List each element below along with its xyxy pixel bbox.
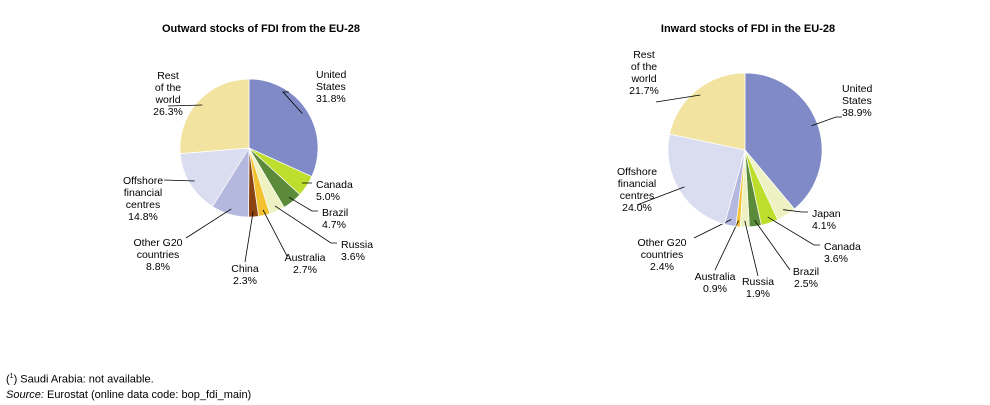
slice-label-name: world [154, 94, 180, 106]
leader-line [274, 205, 337, 244]
slice-label: Rest of the world 21.7% [629, 49, 659, 97]
slice-label-name: Rest [633, 49, 655, 61]
slice-label-value: 3.6% [341, 251, 365, 263]
slice-label: Offshore financial centres 14.8% [123, 175, 163, 223]
slice-label-name: countries [641, 249, 684, 261]
pie-inward: United States 38.9%Japan 4.1%Canada 3.6%Braz… [617, 49, 873, 300]
slice-label-value: 21.7% [629, 85, 659, 97]
slice-label-name: States [316, 81, 346, 93]
slice-label-value: 38.9% [842, 107, 872, 119]
chart-title-inward: Inward stocks of FDI in the EU-28 [661, 23, 835, 35]
pie-slice [179, 78, 250, 155]
slice-label-name: Canada [824, 241, 861, 253]
slice-label-name: United [842, 83, 873, 95]
slice-label-name: Australia [285, 252, 326, 264]
slice-label-value: 14.8% [128, 211, 158, 223]
source-text: Eurostat (online data code: bop_fdi_main… [43, 389, 252, 401]
slice-label: Canada 5.0% [316, 179, 353, 203]
slice-label-name: financial [618, 178, 657, 190]
slice-label-name: China [231, 263, 259, 275]
leader-line [282, 91, 303, 114]
slice-label-value: 2.7% [293, 264, 317, 276]
slice-label-value: 31.8% [316, 93, 346, 105]
leader-line [693, 219, 732, 239]
leader-line [754, 219, 791, 271]
slice-label: Russia 3.6% [341, 239, 373, 263]
slice-label: China 2.3% [231, 263, 259, 287]
leader-line [744, 220, 759, 277]
footnote-note: (1) Saudi Arabia: not available. [6, 373, 154, 386]
slice-label-name: Brazil [793, 266, 819, 278]
slice-label-value: 26.3% [153, 106, 183, 118]
leader-line [811, 116, 842, 127]
leader-line [783, 209, 808, 213]
slice-label-name: of the [155, 82, 181, 94]
slice-label-name: Offshore [617, 166, 657, 178]
slice-label-value: 1.9% [746, 288, 770, 300]
leader-line [767, 216, 820, 246]
leader-line [714, 220, 739, 271]
slice-label: Australia 0.9% [695, 271, 736, 295]
slice-label-name: Australia [695, 271, 736, 283]
slice-label-value: 4.7% [322, 219, 346, 231]
slice-label-value: 2.5% [794, 278, 818, 290]
slice-label-name: Canada [316, 179, 353, 191]
slice-label-name: countries [137, 249, 180, 261]
slice-label: Canada 3.6% [824, 241, 861, 265]
pie-slice [248, 78, 319, 178]
slice-label: United States 38.9% [842, 83, 873, 119]
slice-label-name: Offshore [123, 175, 163, 187]
pie-slice [179, 147, 250, 207]
slice-label-name: centres [620, 190, 654, 202]
slice-label-value: 8.8% [146, 261, 170, 273]
slice-label-name: Rest [157, 70, 179, 82]
slice-label-value: 4.1% [812, 220, 836, 232]
slice-label-name: centres [126, 199, 160, 211]
footnote-source: Source: Eurostat (online data code: bop_… [6, 389, 251, 401]
slice-label-name: Brazil [322, 207, 348, 219]
slice-label-value: 2.4% [650, 261, 674, 273]
footnote-note-text: Saudi Arabia: not available. [17, 373, 154, 386]
leader-line [163, 179, 195, 182]
slice-label: United States 31.8% [316, 69, 347, 105]
footnote-marker: 1 [9, 373, 14, 380]
slice-label-value: 5.0% [316, 191, 340, 203]
slice-label-name: Other G20 [133, 237, 182, 249]
slice-label-name: States [842, 95, 872, 107]
slice-label-value: 24.0% [622, 202, 652, 214]
slice-label: Brazil 2.5% [793, 266, 819, 290]
slice-label: Australia 2.7% [285, 252, 326, 276]
slice-label: Other G20 countries 2.4% [637, 237, 686, 273]
slice-label: Other G20 countries 8.8% [133, 237, 182, 273]
slice-label-name: Japan [812, 208, 841, 220]
leader-line [244, 211, 254, 263]
slice-label-name: United [316, 69, 347, 81]
leader-line [655, 94, 701, 103]
pie-slice [667, 133, 746, 225]
slice-label: Offshore financial centres 24.0% [617, 166, 657, 214]
slice-label-value: 0.9% [703, 283, 727, 295]
slice-label: Japan 4.1% [812, 208, 841, 232]
slice-label-value: 3.6% [824, 253, 848, 265]
slice-label-name: financial [124, 187, 163, 199]
slice-label-name: Other G20 [637, 237, 686, 249]
slice-label-value: 2.3% [233, 275, 257, 287]
source-label: Source: [6, 389, 44, 401]
slice-label-name: Russia [742, 276, 774, 288]
pie-slice [669, 72, 746, 151]
slice-label: Russia 1.9% [742, 276, 774, 300]
slice-label: Brazil 4.7% [322, 207, 348, 231]
pie-outward: United States 31.8% Canada 5.0% Brazil 4.7% Rus… [123, 69, 373, 287]
leader-line [636, 186, 685, 206]
leader-line [167, 104, 203, 107]
leader-line [262, 209, 288, 257]
slice-label-name: of the [631, 61, 657, 73]
slice-label-name: world [630, 73, 656, 85]
leader-line [288, 196, 318, 212]
slice-label-name: Russia [341, 239, 373, 251]
slice-label: Rest of the world 26.3% [153, 70, 183, 118]
chart-title-outward: Outward stocks of FDI from the EU-28 [162, 23, 360, 35]
leader-line [185, 208, 232, 239]
